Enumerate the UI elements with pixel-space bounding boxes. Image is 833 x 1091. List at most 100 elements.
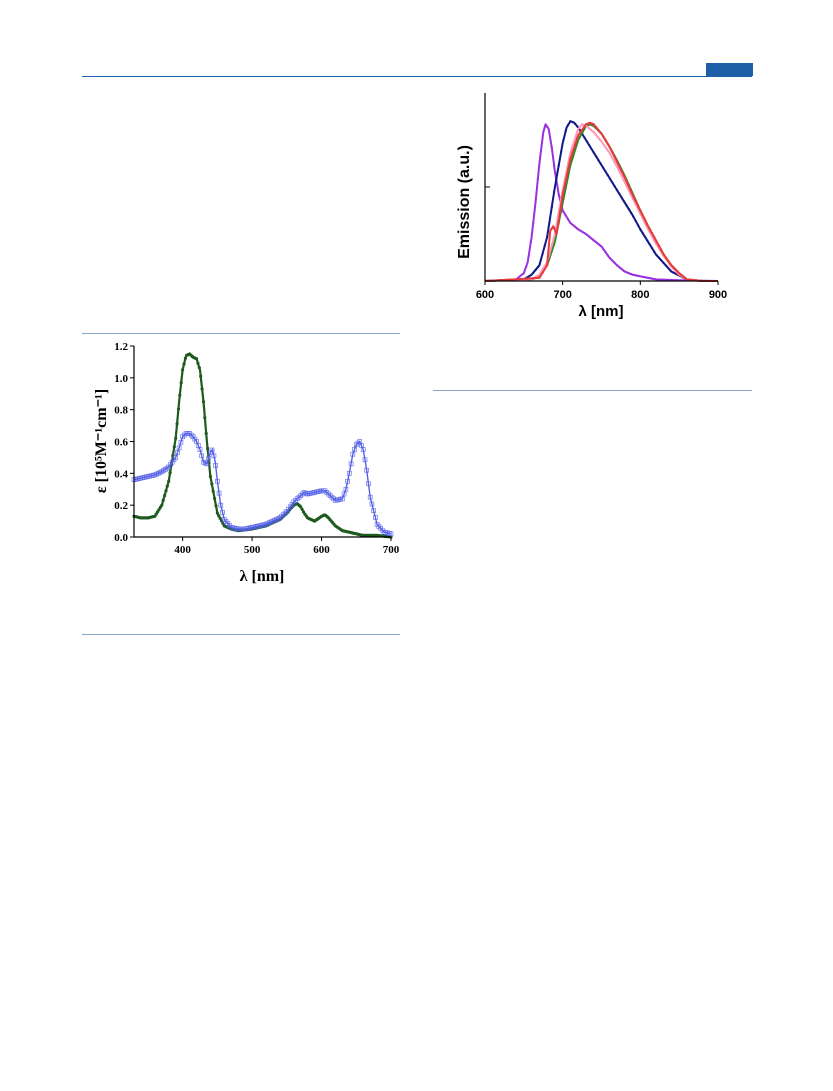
data-point — [629, 211, 633, 214]
data-point — [627, 207, 630, 210]
data-point — [348, 461, 354, 467]
data-point — [369, 501, 375, 507]
data-point — [615, 264, 619, 267]
data-point — [611, 259, 614, 262]
data-point — [346, 470, 352, 476]
data-point — [634, 200, 637, 203]
data-point — [557, 164, 560, 167]
data-point — [176, 445, 182, 451]
data-point — [655, 240, 658, 243]
data-point — [352, 447, 357, 452]
data-point — [583, 232, 586, 235]
data-point — [555, 177, 558, 180]
data-point — [606, 149, 609, 152]
data-point — [595, 126, 598, 129]
data-point — [216, 490, 222, 496]
data-point — [550, 146, 553, 149]
data-point — [604, 145, 607, 149]
data-point — [576, 227, 579, 230]
data-point — [581, 123, 584, 126]
data-point — [543, 125, 546, 128]
data-point — [611, 151, 614, 154]
data-point — [206, 455, 212, 461]
data-point — [648, 227, 651, 231]
data-point — [583, 125, 586, 128]
header-rule — [82, 76, 752, 77]
data-point — [641, 275, 644, 278]
data-point — [669, 263, 672, 266]
data-point — [527, 256, 530, 259]
data-point — [211, 453, 217, 459]
data-point — [590, 237, 593, 240]
data-point — [181, 368, 185, 372]
data-point — [574, 225, 577, 228]
data-point — [548, 238, 551, 241]
data-point — [532, 271, 535, 274]
data-point — [671, 271, 675, 274]
data-point — [525, 265, 528, 268]
data-point — [599, 131, 602, 134]
data-point — [608, 146, 612, 149]
x-tick-label: 800 — [631, 289, 649, 301]
data-point — [646, 276, 649, 279]
data-point — [543, 244, 546, 247]
data-point — [674, 272, 677, 275]
data-point — [590, 122, 593, 125]
data-point — [541, 271, 544, 274]
data-point — [578, 136, 581, 139]
data-point — [546, 264, 549, 267]
data-point — [622, 174, 626, 178]
data-point — [371, 508, 376, 514]
data-point — [196, 361, 200, 365]
data-point — [646, 239, 649, 242]
data-point — [182, 362, 186, 366]
data-point — [562, 210, 565, 213]
data-point — [578, 126, 581, 129]
data-point — [373, 515, 378, 520]
data-point — [179, 381, 183, 385]
y-tick-label: 0.0 — [114, 532, 128, 544]
data-point — [602, 247, 605, 250]
data-point — [574, 143, 577, 146]
absorption-figure: 400 500 600 700 0.0 0.2 0.4 0.6 0.8 1.0 1.2 λ [nm… — [82, 335, 402, 595]
data-point — [662, 253, 665, 256]
data-point — [664, 264, 668, 267]
data-point — [203, 416, 207, 420]
data-point — [539, 275, 542, 278]
data-point — [650, 232, 654, 235]
data-point — [204, 431, 208, 436]
x-tick-label: 600 — [476, 289, 494, 301]
data-point — [592, 123, 595, 126]
series-line-3 — [484, 123, 718, 282]
data-point — [648, 243, 651, 246]
data-point — [627, 185, 630, 188]
x-tick-label: 900 — [709, 289, 727, 301]
data-point — [562, 138, 565, 142]
x-tick-label: 600 — [313, 544, 330, 556]
data-point — [550, 244, 553, 247]
data-point — [539, 156, 542, 159]
data-point — [585, 122, 588, 126]
data-point — [608, 152, 612, 155]
data-point — [564, 129, 567, 132]
data-point — [632, 273, 635, 276]
data-point — [618, 165, 621, 168]
data-point — [625, 204, 628, 207]
y-tick-label: 1.0 — [114, 373, 128, 385]
data-point — [643, 235, 647, 238]
data-point — [367, 494, 373, 500]
data-point — [592, 131, 595, 134]
data-point — [215, 478, 220, 484]
figure-top-rule — [82, 333, 400, 334]
data-point — [602, 135, 605, 138]
data-point — [340, 496, 345, 502]
data-point — [218, 516, 222, 520]
data-point — [161, 498, 165, 502]
data-point — [606, 174, 609, 177]
data-point — [597, 128, 600, 132]
data-point — [606, 142, 609, 145]
data-point — [576, 136, 579, 139]
y-tick-label: 0.8 — [114, 405, 128, 417]
data-point — [175, 450, 180, 455]
data-point — [362, 457, 368, 463]
